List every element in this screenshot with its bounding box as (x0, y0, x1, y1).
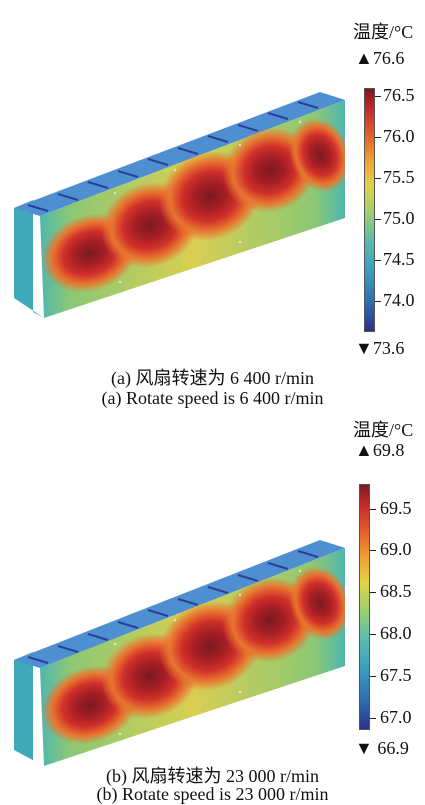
panel-b: 温度/°C ▲69.8 69.5 69.0 68.5 68.0 67.5 67.… (0, 410, 425, 805)
tick-mark (375, 219, 381, 220)
tick-mark (370, 550, 376, 551)
tick-label: 76.0 (383, 126, 415, 146)
unit-label: 温度/°C (353, 420, 414, 440)
tick-label: 69.0 (380, 539, 412, 559)
tick-label: 68.0 (380, 623, 412, 643)
colorbar (364, 88, 375, 332)
tick-mark (370, 676, 376, 677)
caption-en: (a) Rotate speed is 6 400 r/min (101, 388, 324, 408)
caption-en: (b) Rotate speed is 23 000 r/min (96, 784, 329, 804)
tick-mark (375, 137, 381, 138)
colorbar (359, 484, 370, 730)
tick-label: 76.5 (383, 85, 415, 105)
min-value-label: ▼ 66.9 (355, 738, 409, 758)
min-value-label: ▼73.6 (355, 338, 405, 358)
tick-mark (375, 178, 381, 179)
heat-sink-simulation-a (14, 92, 345, 318)
tick-mark (370, 718, 376, 719)
unit-label: 温度/°C (353, 22, 414, 42)
tick-label: 74.0 (383, 290, 415, 310)
heat-sink-simulation-b (14, 540, 345, 766)
tick-label: 69.5 (380, 498, 412, 518)
tick-mark (370, 634, 376, 635)
tick-label: 67.0 (380, 707, 412, 727)
tick-mark (375, 96, 381, 97)
tick-label: 74.5 (383, 249, 415, 269)
tick-mark (370, 509, 376, 510)
tick-label: 68.5 (380, 581, 412, 601)
tick-label: 75.0 (383, 208, 415, 228)
max-value-label: ▲69.8 (355, 440, 405, 460)
max-value-label: ▲76.6 (355, 48, 405, 68)
caption-cn: (b) 风扇转速为 23 000 r/min (106, 766, 319, 786)
tick-mark (370, 592, 376, 593)
tick-label: 75.5 (383, 167, 415, 187)
tick-mark (375, 260, 381, 261)
tick-label: 67.5 (380, 665, 412, 685)
caption-cn: (a) 风扇转速为 6 400 r/min (111, 368, 314, 388)
panel-a: 温度/°C ▲76.6 76.5 76.0 75.5 75.0 74.5 74.… (14, 22, 415, 408)
tick-mark (375, 301, 381, 302)
